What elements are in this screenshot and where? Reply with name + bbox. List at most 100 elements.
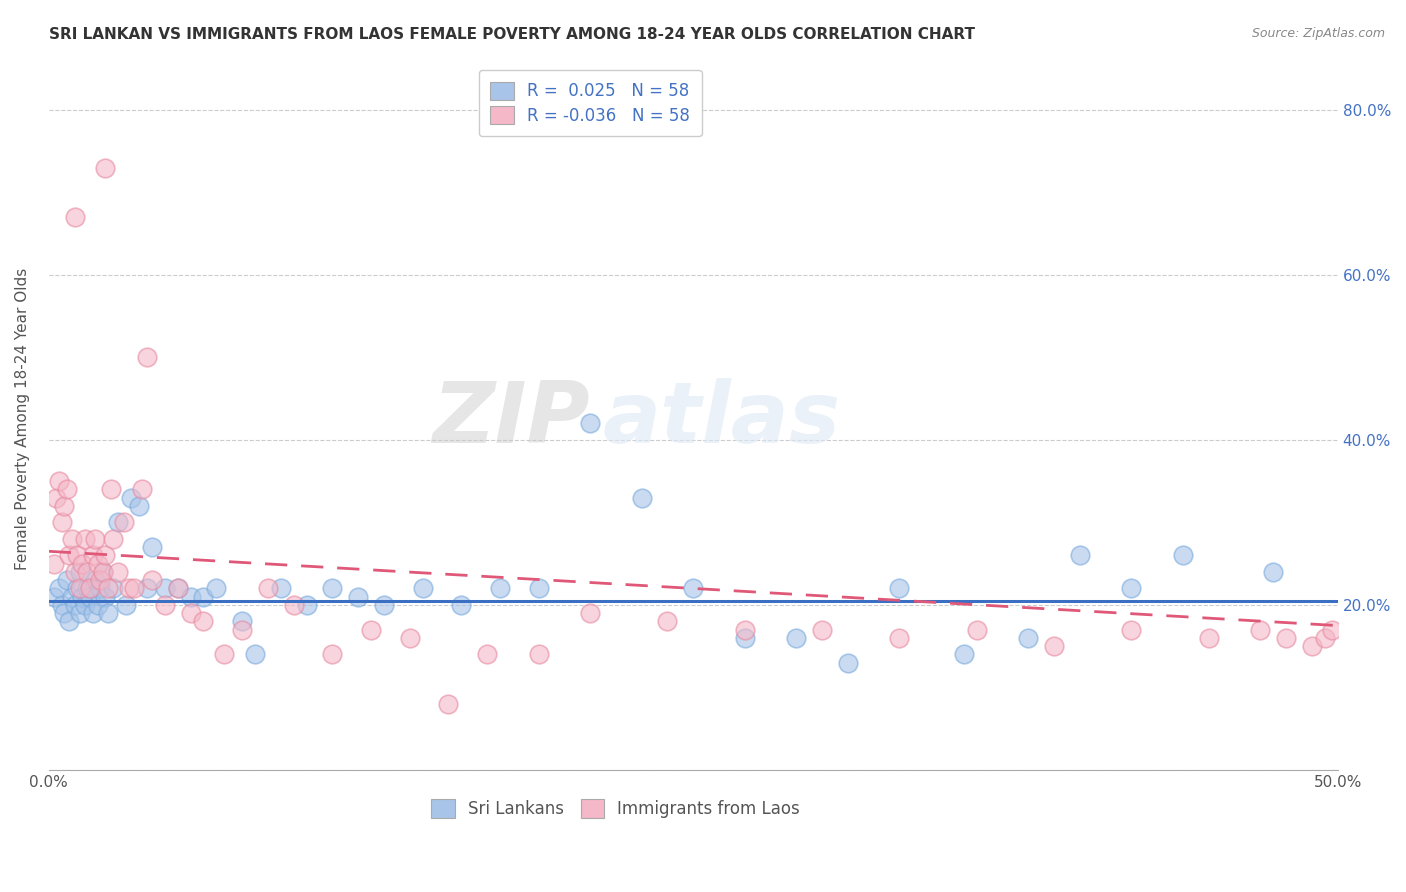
- Text: Source: ZipAtlas.com: Source: ZipAtlas.com: [1251, 27, 1385, 40]
- Point: [87, 598, 110, 612]
- Point: [1198, 631, 1220, 645]
- Point: [76, 582, 98, 596]
- Point: [63, 565, 86, 579]
- Point: [1171, 549, 1194, 563]
- Point: [180, 590, 202, 604]
- Point: [79, 590, 101, 604]
- Point: [243, 648, 266, 662]
- Point: [103, 582, 125, 596]
- Point: [53, 606, 76, 620]
- Point: [579, 606, 602, 620]
- Point: [657, 615, 679, 629]
- Point: [128, 499, 150, 513]
- Point: [72, 557, 94, 571]
- Point: [82, 606, 104, 620]
- Point: [42, 557, 65, 571]
- Point: [87, 557, 110, 571]
- Point: [347, 590, 370, 604]
- Point: [84, 573, 107, 587]
- Point: [112, 516, 135, 530]
- Point: [1301, 639, 1323, 653]
- Point: [56, 483, 79, 497]
- Point: [193, 590, 215, 604]
- Point: [58, 549, 80, 563]
- Point: [1313, 631, 1336, 645]
- Point: [66, 582, 89, 596]
- Point: [837, 656, 859, 670]
- Point: [166, 582, 188, 596]
- Point: [94, 549, 117, 563]
- Point: [115, 598, 138, 612]
- Point: [45, 491, 67, 505]
- Point: [63, 210, 86, 224]
- Point: [79, 582, 101, 596]
- Point: [212, 648, 235, 662]
- Point: [321, 582, 343, 596]
- Point: [1069, 549, 1091, 563]
- Point: [231, 623, 253, 637]
- Point: [76, 565, 98, 579]
- Point: [360, 623, 382, 637]
- Point: [69, 565, 91, 579]
- Point: [69, 582, 91, 596]
- Point: [231, 615, 253, 629]
- Point: [107, 565, 129, 579]
- Point: [475, 648, 498, 662]
- Point: [91, 565, 114, 579]
- Point: [94, 590, 117, 604]
- Point: [141, 540, 163, 554]
- Point: [1043, 639, 1066, 653]
- Point: [785, 631, 807, 645]
- Point: [94, 161, 117, 175]
- Point: [103, 532, 125, 546]
- Point: [734, 623, 756, 637]
- Point: [734, 631, 756, 645]
- Text: SRI LANKAN VS IMMIGRANTS FROM LAOS FEMALE POVERTY AMONG 18-24 YEAR OLDS CORRELAT: SRI LANKAN VS IMMIGRANTS FROM LAOS FEMAL…: [49, 27, 976, 42]
- Point: [48, 582, 70, 596]
- Point: [180, 606, 202, 620]
- Point: [63, 598, 86, 612]
- Point: [1322, 623, 1344, 637]
- Point: [58, 615, 80, 629]
- Point: [60, 532, 83, 546]
- Point: [89, 573, 111, 587]
- Point: [153, 598, 176, 612]
- Point: [91, 565, 114, 579]
- Text: ZIP: ZIP: [433, 377, 591, 461]
- Point: [73, 532, 96, 546]
- Point: [97, 582, 120, 596]
- Point: [489, 582, 512, 596]
- Point: [1017, 631, 1039, 645]
- Point: [42, 590, 65, 604]
- Point: [437, 697, 460, 711]
- Point: [257, 582, 280, 596]
- Point: [811, 623, 834, 637]
- Point: [56, 573, 79, 587]
- Point: [66, 549, 89, 563]
- Point: [1263, 565, 1285, 579]
- Point: [73, 598, 96, 612]
- Point: [131, 483, 153, 497]
- Point: [60, 590, 83, 604]
- Point: [321, 648, 343, 662]
- Point: [135, 351, 157, 365]
- Point: [153, 582, 176, 596]
- Point: [100, 483, 122, 497]
- Point: [135, 582, 157, 596]
- Point: [84, 532, 107, 546]
- Point: [270, 582, 292, 596]
- Point: [120, 491, 142, 505]
- Point: [166, 582, 188, 596]
- Point: [82, 549, 104, 563]
- Point: [630, 491, 652, 505]
- Point: [295, 598, 318, 612]
- Text: atlas: atlas: [603, 377, 841, 461]
- Point: [682, 582, 704, 596]
- Point: [72, 590, 94, 604]
- Point: [527, 648, 550, 662]
- Y-axis label: Female Poverty Among 18-24 Year Olds: Female Poverty Among 18-24 Year Olds: [15, 268, 30, 570]
- Point: [398, 631, 420, 645]
- Point: [53, 499, 76, 513]
- Point: [51, 516, 73, 530]
- Point: [1275, 631, 1298, 645]
